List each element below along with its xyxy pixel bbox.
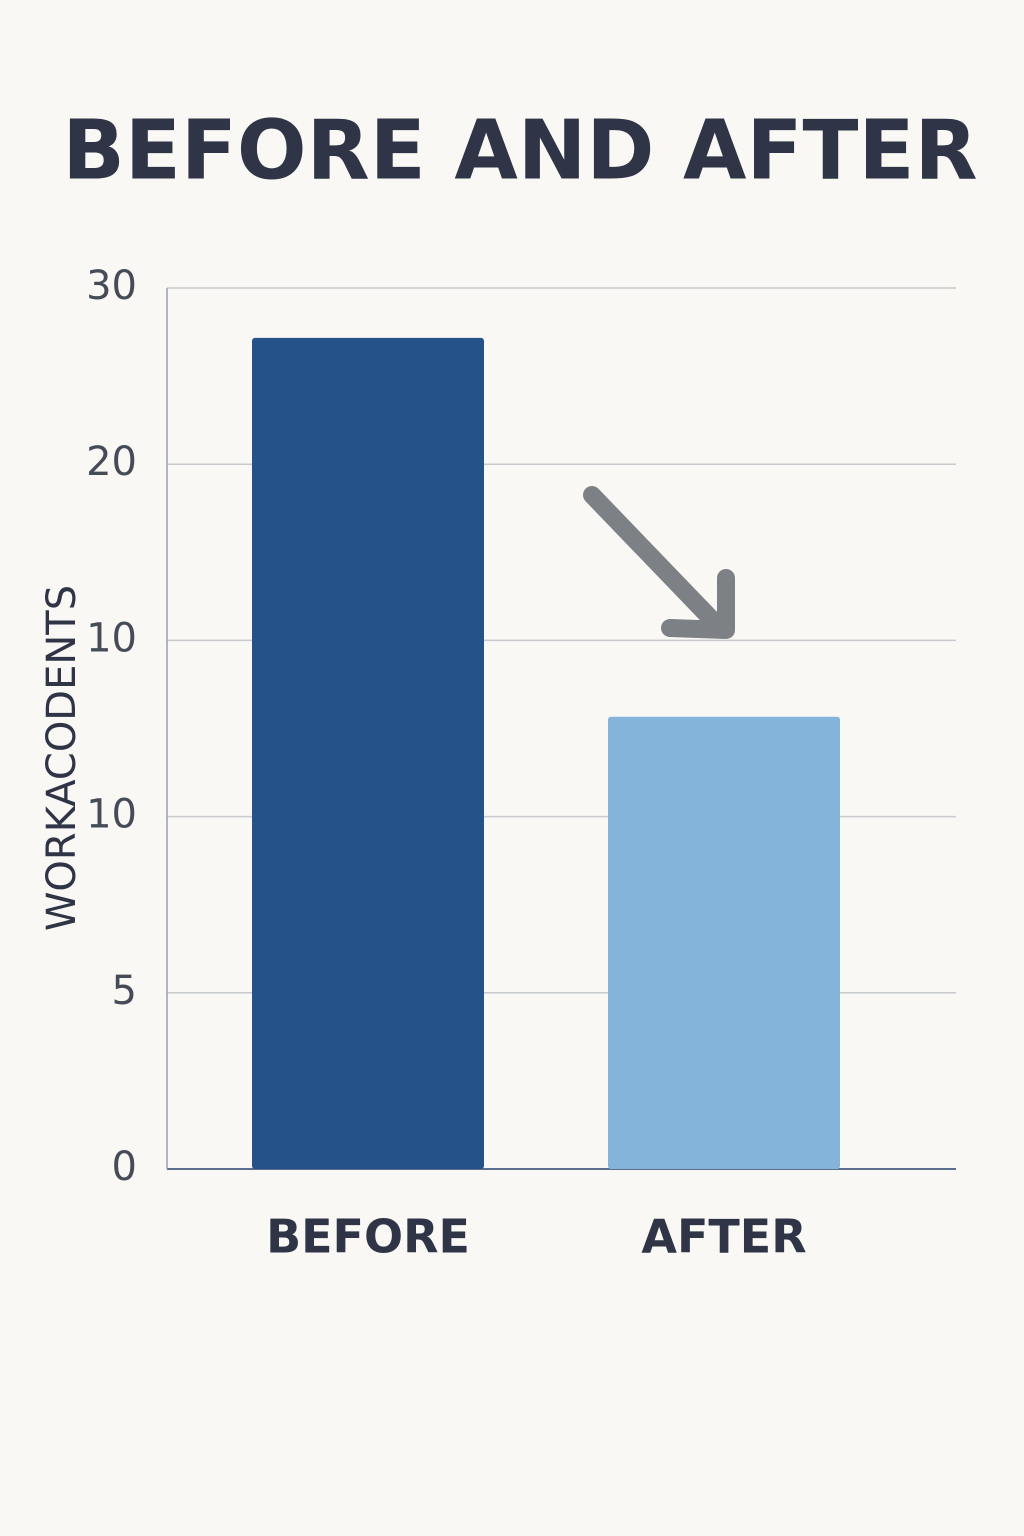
- y-axis-label: WORKACODENTS: [39, 585, 85, 931]
- y-tick-label: 5: [112, 968, 137, 1014]
- y-tick-label: 20: [86, 439, 137, 485]
- y-tick-label: 30: [86, 263, 137, 309]
- x-tick-label: AFTER: [641, 1210, 806, 1264]
- chart-title: BEFORE AND AFTER: [62, 103, 977, 198]
- x-tick-label: BEFORE: [266, 1210, 470, 1264]
- y-tick-label: 10: [86, 792, 137, 838]
- bar: [252, 337, 484, 1169]
- y-tick-label: 10: [86, 615, 137, 661]
- trend-arrow: [583, 486, 735, 639]
- bar: [608, 716, 840, 1169]
- y-tick-label: 0: [112, 1144, 137, 1190]
